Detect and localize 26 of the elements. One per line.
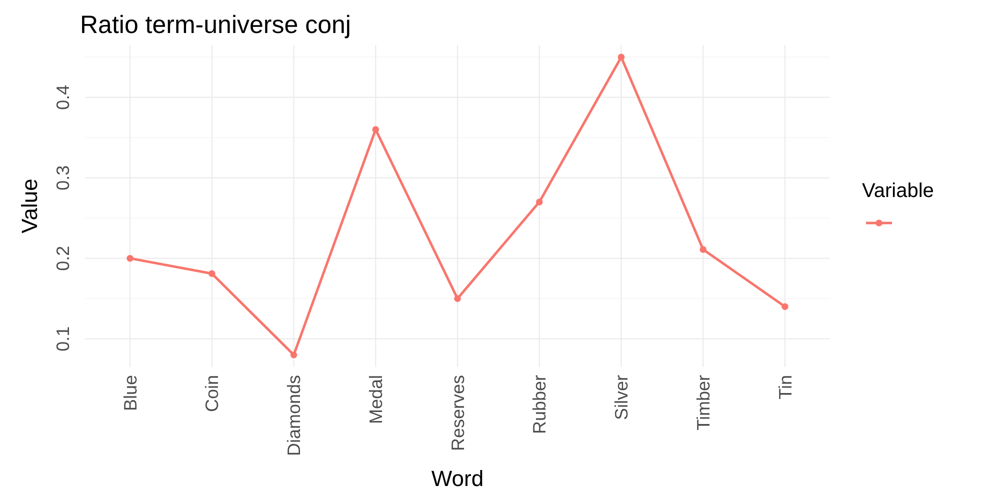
- x-tick-label: Blue: [120, 375, 140, 412]
- x-tick-label: Medal: [366, 375, 386, 424]
- x-tick-label: Timber: [693, 375, 714, 430]
- y-tick-label: 0.2: [53, 246, 73, 271]
- point: [290, 352, 298, 358]
- point: [454, 295, 461, 302]
- x-tick-label: Coin: [202, 375, 222, 412]
- chart-title: Ratio term-universe conj: [80, 11, 351, 39]
- x-axis-title: Word: [431, 466, 484, 491]
- legend-title: Variable: [862, 180, 934, 202]
- point: [700, 246, 706, 253]
- point: [782, 303, 788, 310]
- point: [618, 54, 625, 60]
- x-tick-label: Rubber: [530, 375, 550, 434]
- x-tick-label: Silver: [612, 375, 632, 420]
- y-tick-label: 0.3: [53, 165, 73, 190]
- y-axis-title: Value: [17, 178, 42, 234]
- point: [372, 126, 380, 133]
- x-tick-label: Tin: [775, 375, 796, 400]
- y-tick-label: 0.4: [53, 84, 73, 110]
- x-tick-label: Reserves: [448, 375, 468, 452]
- y-tick-label: 0.1: [53, 326, 73, 352]
- x-tick-label: Diamonds: [284, 375, 304, 456]
- point: [126, 254, 134, 262]
- point: [536, 198, 543, 206]
- point: [208, 270, 216, 277]
